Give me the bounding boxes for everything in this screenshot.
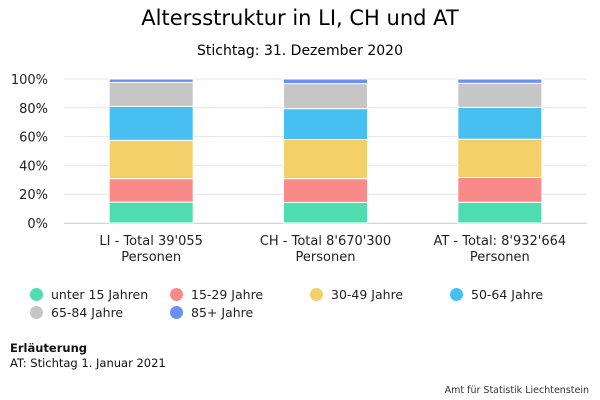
bar-segment xyxy=(457,82,543,108)
legend-label: 85+ Jahre xyxy=(191,304,254,320)
bar-segment xyxy=(283,201,368,224)
bar-segment xyxy=(283,108,368,140)
legend-label: 50-64 Jahre xyxy=(471,286,544,302)
x-tick-label: Personen xyxy=(470,250,530,265)
y-tick-label: 80% xyxy=(19,102,48,117)
bar-segment xyxy=(283,138,368,180)
x-tick-label: CH - Total 8'670'300 xyxy=(260,234,391,249)
bar-segment xyxy=(283,78,368,85)
legend-item[interactable]: 15-29 Jahre xyxy=(170,286,310,302)
bar-segment xyxy=(108,139,194,180)
legend-label: unter 15 Jahren xyxy=(51,286,149,302)
bar-segment xyxy=(283,83,368,110)
y-tick-label: 20% xyxy=(19,188,48,203)
legend-marker xyxy=(170,305,183,319)
x-tick-label: LI - Total 39'055 xyxy=(99,234,202,249)
bar-segment xyxy=(108,178,194,203)
legend-label: 30-49 Jahre xyxy=(331,286,404,302)
chart-legend: unter 15 Jahren 15-29 Jahre 30-49 Jahre 50-… xyxy=(30,286,590,320)
legend-item[interactable]: 50-64 Jahre xyxy=(450,286,590,302)
bar-segment xyxy=(108,201,194,224)
y-tick-label: 0% xyxy=(27,217,48,232)
chart-subtitle: Stichtag: 31. Dezember 2020 xyxy=(196,43,403,59)
bar-segment xyxy=(457,201,543,224)
bar-segment xyxy=(457,176,543,203)
bar-segment xyxy=(108,105,194,141)
y-tick-label: 100% xyxy=(11,73,48,88)
legend-marker xyxy=(310,287,323,301)
y-tick-label: 40% xyxy=(19,159,48,174)
legend-marker xyxy=(170,287,183,301)
x-tick-label: Personen xyxy=(121,250,181,265)
note-text: AT: Stichtag 1. Januar 2021 xyxy=(10,356,166,370)
legend-label: 65-84 Jahre xyxy=(51,304,124,320)
chart-title: Altersstruktur in LI, CH und AT xyxy=(141,6,459,30)
legend-item[interactable]: unter 15 Jahren xyxy=(30,286,170,302)
y-tick-label: 60% xyxy=(19,131,48,146)
bar-segment xyxy=(108,81,194,107)
legend-item[interactable]: 85+ Jahre xyxy=(170,304,310,320)
bar-segment xyxy=(457,138,543,178)
bar-segment xyxy=(283,178,368,203)
legend-marker xyxy=(30,287,43,301)
legend-marker xyxy=(450,287,463,301)
bar-segment xyxy=(457,106,543,140)
legend-item[interactable]: 65-84 Jahre xyxy=(30,304,170,320)
bar-segment xyxy=(457,78,543,84)
bar-segment xyxy=(108,78,194,83)
credits-label: Amt für Statistik Liechtenstein xyxy=(444,385,589,396)
x-tick-label: Personen xyxy=(296,250,356,265)
legend-label: 15-29 Jahre xyxy=(191,286,264,302)
legend-item[interactable]: 30-49 Jahre xyxy=(310,286,450,302)
x-tick-label: AT - Total: 8'932'664 xyxy=(433,234,566,249)
legend-marker xyxy=(30,305,43,319)
note-heading: Erläuterung xyxy=(10,341,87,355)
